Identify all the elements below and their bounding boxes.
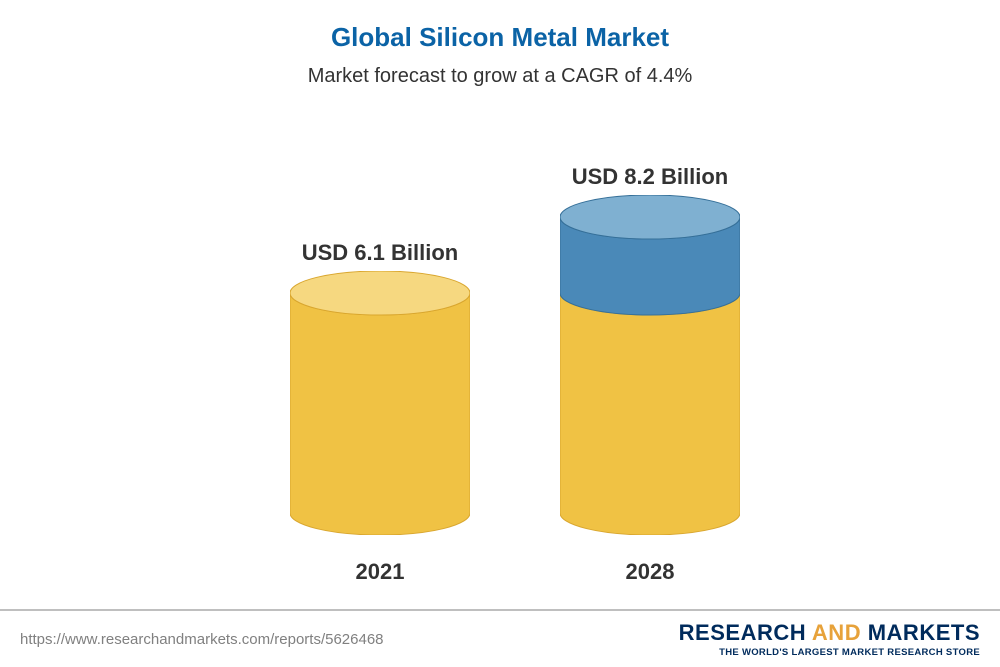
cylinder-2028: USD 8.2 Billion2028 — [560, 172, 740, 540]
chart-area: USD 6.1 Billion2021 USD 8.2 Billion2028 — [0, 120, 1000, 550]
cylinder-value-label: USD 8.2 Billion — [500, 164, 800, 190]
cylinder-svg — [560, 195, 740, 535]
cylinder-2021: USD 6.1 Billion2021 — [290, 248, 470, 540]
chart-subtitle: Market forecast to grow at a CAGR of 4.4… — [0, 53, 1000, 88]
footer: https://www.researchandmarkets.com/repor… — [0, 609, 1000, 667]
logo: RESEARCH AND MARKETS THE WORLD'S LARGEST… — [679, 620, 980, 658]
cylinder-year-label: 2028 — [500, 559, 800, 585]
logo-text: RESEARCH AND MARKETS — [679, 620, 980, 646]
chart-title: Global Silicon Metal Market — [0, 0, 1000, 53]
cylinder-svg — [290, 271, 470, 535]
cylinder-value-label: USD 6.1 Billion — [230, 240, 530, 266]
logo-word-markets: MARKETS — [868, 620, 980, 645]
cylinder-year-label: 2021 — [230, 559, 530, 585]
logo-word-research: RESEARCH — [679, 620, 806, 645]
source-url: https://www.researchandmarkets.com/repor… — [20, 631, 384, 648]
logo-word-and: AND — [812, 620, 861, 645]
logo-tagline: THE WORLD'S LARGEST MARKET RESEARCH STOR… — [679, 647, 980, 658]
